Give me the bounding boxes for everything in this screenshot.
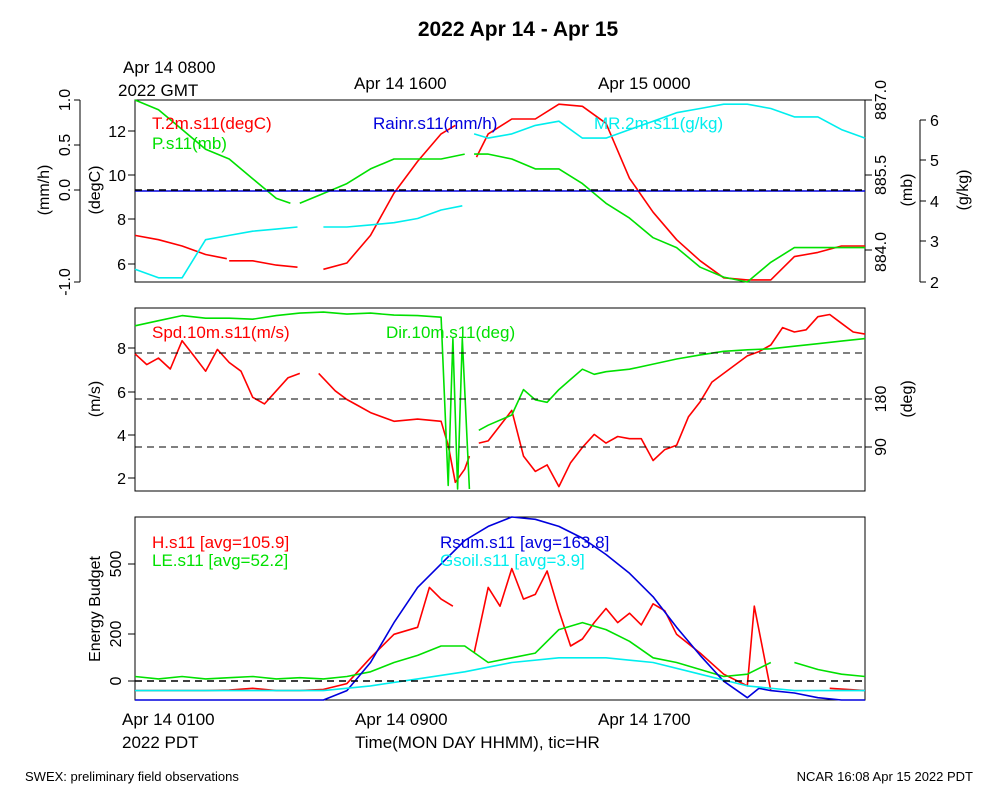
legend-net-radiation: Rsum.s11 [avg=163.8]: [440, 533, 609, 552]
figure-title: 2022 Apr 14 - Apr 15: [418, 18, 619, 41]
energy-tick-label: 200: [108, 621, 125, 648]
energy-tick-label: 500: [108, 551, 125, 578]
panel-wind: 8 6 4 2 (m/s) 180 90 (deg) Spd.10m.s11(m…: [87, 307, 916, 492]
legend-rain-rate: Rainr.s11(mm/h): [373, 114, 497, 133]
pres-axis-label: (mb): [899, 174, 916, 207]
rain-axis-label: (mm/h): [36, 165, 53, 216]
top-time-label-2: Apr 14 1600: [354, 74, 447, 93]
spd-axis-label: (m/s): [87, 381, 104, 417]
footer-left: SWEX: preliminary field observations: [25, 769, 239, 784]
series-line-top-2: [134, 103, 866, 279]
temp-axis-label: (degC): [87, 166, 104, 215]
series-line-top-1: [134, 99, 865, 283]
mr-axis-ticks: [920, 119, 926, 283]
dir-tick-label: 90: [873, 438, 890, 456]
dir-tick-label: 180: [873, 386, 890, 413]
spd-tick-label: 6: [117, 385, 126, 402]
legend-wind-direction: Dir.10m.s11(deg): [386, 323, 515, 342]
panel-energy-series: [134, 516, 866, 701]
temp-tick-label: 6: [117, 257, 126, 274]
bottom-time-label-2: Apr 14 0900: [355, 710, 448, 729]
mr-tick-label: 3: [930, 234, 939, 251]
temp-tick-label: 12: [108, 124, 126, 141]
spd-axis-ticks: [128, 347, 135, 479]
spd-tick-label: 2: [117, 471, 126, 488]
pres-tick-label: 885.5: [873, 155, 890, 195]
panel-energy: 500 200 0 Energy Budget H.s11 [avg=105.9…: [87, 516, 866, 701]
legend-latent-heat: LE.s11 [avg=52.2]: [152, 551, 288, 570]
series-line-bottom-2: [135, 516, 865, 701]
bottom-time-label-year: 2022 PDT: [122, 733, 199, 752]
legend-temperature: T.2m.s11(degC): [152, 114, 272, 133]
pres-axis-ticks: [865, 99, 872, 251]
panel-thermo: 1.0 0.5 0.0 -1.0 (mm/h) 12 10 8 6 (degC)…: [36, 80, 972, 296]
bottom-time-label-1: Apr 14 0100: [122, 710, 215, 729]
energy-tick-label: 0: [108, 676, 125, 685]
top-time-label-3: Apr 15 0000: [598, 74, 691, 93]
spd-tick-label: 4: [117, 428, 126, 445]
temp-tick-label: 10: [108, 168, 126, 185]
legend-wind-speed: Spd.10m.s11(m/s): [152, 323, 290, 342]
top-time-label-year: 2022 GMT: [118, 81, 198, 100]
legend-pressure: P.s11(mb): [152, 134, 227, 153]
rain-tick-label: -1.0: [57, 268, 74, 296]
series-line-bottom-1: [134, 621, 866, 680]
legend-soil-heat: Gsoil.s11 [avg=3.9]: [440, 551, 585, 570]
mr-axis-label: (g/kg): [955, 170, 972, 211]
series-line-top-0: [134, 103, 865, 281]
temp-tick-label: 8: [117, 212, 126, 229]
rain-tick-label: 1.0: [57, 89, 74, 111]
energy-axis-label: Energy Budget: [87, 556, 104, 662]
mr-tick-label: 4: [930, 194, 939, 211]
spd-tick-label: 8: [117, 341, 126, 358]
footer-right: NCAR 16:08 Apr 15 2022 PDT: [797, 769, 973, 784]
mr-tick-label: 2: [930, 275, 939, 292]
pres-tick-label: 884.0: [873, 232, 890, 272]
rain-tick-label: 0.5: [57, 134, 74, 156]
legend-mixing-ratio: MR.2m.s11(g/kg): [594, 114, 723, 133]
bottom-time-label-3: Apr 14 1700: [598, 710, 691, 729]
rain-tick-label: 0.0: [57, 179, 74, 201]
series-line-bottom-3: [135, 657, 865, 692]
x-axis-label: Time(MON DAY HHMM), tic=HR: [355, 733, 600, 752]
panel-thermo-series: [134, 99, 866, 283]
mr-tick-label: 6: [930, 113, 939, 130]
legend-sensible-heat: H.s11 [avg=105.9]: [152, 533, 289, 552]
dir-axis-label: (deg): [899, 380, 916, 417]
mr-tick-label: 5: [930, 153, 939, 170]
energy-axis-ticks: [128, 563, 135, 682]
panel-wind-series: [134, 311, 866, 490]
temp-axis-ticks: [128, 130, 135, 265]
dir-axis-ticks: [865, 398, 872, 448]
panel-energy-frame: [134, 516, 866, 701]
top-time-label-1: Apr 14 0800: [123, 58, 216, 77]
series-line-bottom-0: [135, 567, 866, 692]
series-line-middle-1: [134, 311, 866, 490]
rain-axis-ticks: [74, 99, 80, 283]
pres-tick-label: 887.0: [873, 80, 890, 120]
